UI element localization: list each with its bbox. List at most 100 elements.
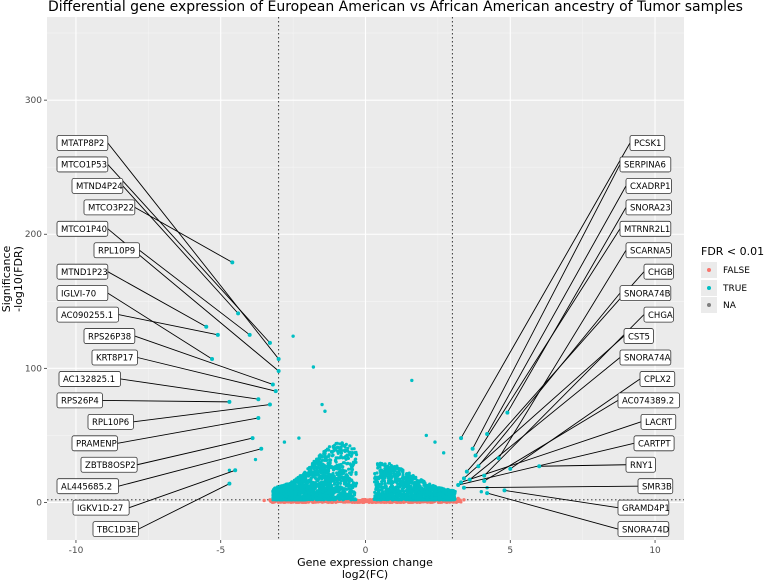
cloud-point: [360, 499, 364, 503]
label-SMR3B: SMR3B: [642, 482, 672, 492]
cloud-point: [437, 500, 441, 505]
connector-SMR3B: [463, 485, 639, 489]
cloud-point: [354, 472, 358, 476]
label-box-CXADRP1: [625, 177, 672, 194]
cloud-point: [353, 451, 357, 455]
point-CXADRP1: [485, 432, 490, 437]
cloud-point: [302, 484, 306, 489]
cloud-point: [331, 453, 335, 457]
label-PRAMENP: PRAMENP: [76, 440, 117, 450]
cloud-point: [326, 472, 331, 476]
cloud-point: [354, 460, 358, 464]
y-tick-label: 0: [36, 498, 42, 508]
cloud-point: [408, 497, 412, 502]
cloud-point: [331, 478, 335, 482]
label-box-KRT8P17: [91, 349, 138, 366]
cloud-point: [328, 496, 332, 500]
cloud-point: [402, 500, 406, 505]
point-SNORA74B: [476, 464, 481, 469]
legend-entry-false: FALSE: [701, 262, 750, 278]
cloud-point: [307, 469, 312, 473]
cloud-point: [323, 456, 327, 460]
point-IGLVI-70: [210, 356, 215, 361]
legend-label-false: FALSE: [723, 266, 750, 276]
cloud-point: [313, 462, 317, 466]
cloud-point: [320, 493, 324, 497]
cloud-point: [387, 494, 391, 498]
cloud-point: [376, 488, 381, 493]
cloud-point: [448, 495, 452, 499]
cloud-point: [406, 483, 410, 487]
label-RPS26P4: RPS26P4: [61, 397, 99, 407]
cloud-point: [330, 490, 334, 494]
label-AC132825.1: AC132825.1: [63, 375, 115, 385]
cloud-point: [318, 456, 322, 461]
cloud-point: [309, 477, 313, 481]
label-PCSK1: PCSK1: [634, 139, 661, 149]
label-box-SCARNA5: [625, 242, 672, 259]
point-RNY1: [537, 464, 542, 469]
cloud-point: [338, 481, 343, 486]
cloud-point: [380, 480, 384, 484]
cloud-point: [342, 480, 346, 484]
legend-label-true: TRUE: [722, 284, 747, 294]
cloud-point: [307, 493, 311, 497]
cloud-point: [321, 467, 325, 471]
cloud-point: [385, 472, 390, 476]
cloud-point: [274, 488, 278, 492]
point-AL445685.2: [259, 446, 264, 451]
cloud-point: [323, 450, 327, 454]
cloud-point: [318, 453, 322, 457]
cloud-point: [311, 471, 316, 475]
scatter-point: [291, 334, 295, 338]
cloud-point: [342, 461, 347, 465]
label-CHGA: CHGA: [648, 311, 673, 321]
cloud-point: [381, 476, 385, 480]
label-GRAMD4P1: GRAMD4P1: [622, 504, 670, 514]
connector-AL445685.2: [118, 448, 262, 487]
label-SNORA23: SNORA23: [630, 204, 671, 214]
cloud-point: [315, 484, 319, 488]
cloud-point: [325, 485, 329, 489]
cloud-point: [320, 462, 324, 466]
label-CST5: CST5: [628, 332, 650, 342]
cloud-point: [420, 478, 424, 482]
cloud-point: [440, 492, 445, 496]
cloud-point: [334, 448, 338, 452]
cloud-point: [348, 444, 352, 448]
cloud-point: [404, 474, 409, 478]
cloud-point: [416, 483, 420, 487]
cloud-point: [302, 492, 306, 496]
cloud-point: [323, 476, 327, 480]
cloud-point: [412, 481, 417, 486]
label-box-RPL10P6: [87, 413, 134, 430]
cloud-point: [324, 464, 328, 469]
cloud-point: [422, 483, 426, 487]
cloud-point: [399, 489, 403, 493]
label-RPL10P6: RPL10P6: [92, 418, 129, 428]
cloud-point: [350, 485, 354, 489]
label-box-AL445685.2: [56, 478, 119, 495]
cloud-point: [308, 487, 312, 492]
cloud-point: [336, 493, 340, 498]
cloud-point: [395, 485, 399, 489]
cloud-point: [397, 472, 401, 477]
cloud-point: [390, 469, 395, 473]
point-SNORA74A: [467, 477, 472, 482]
cloud-point: [407, 471, 411, 475]
x-axis-ticks: -10 -5 0 5 10: [69, 540, 661, 556]
point-CST5: [461, 476, 466, 481]
y-axis-ticks: 0 100 200 300: [25, 96, 47, 508]
cloud-point: [311, 488, 315, 492]
connector-SCARNA5: [498, 250, 627, 459]
point-RPL10P6: [267, 402, 272, 407]
cloud-point: [406, 489, 410, 493]
legend-label-na: NA: [723, 301, 737, 311]
scatter-point: [462, 498, 466, 502]
cloud-point: [339, 495, 343, 499]
connector-PCSK1: [460, 142, 631, 439]
cloud-point: [330, 500, 334, 504]
cloud-point: [352, 490, 356, 494]
cloud-point: [327, 445, 332, 449]
point-cloud: [227, 334, 489, 505]
